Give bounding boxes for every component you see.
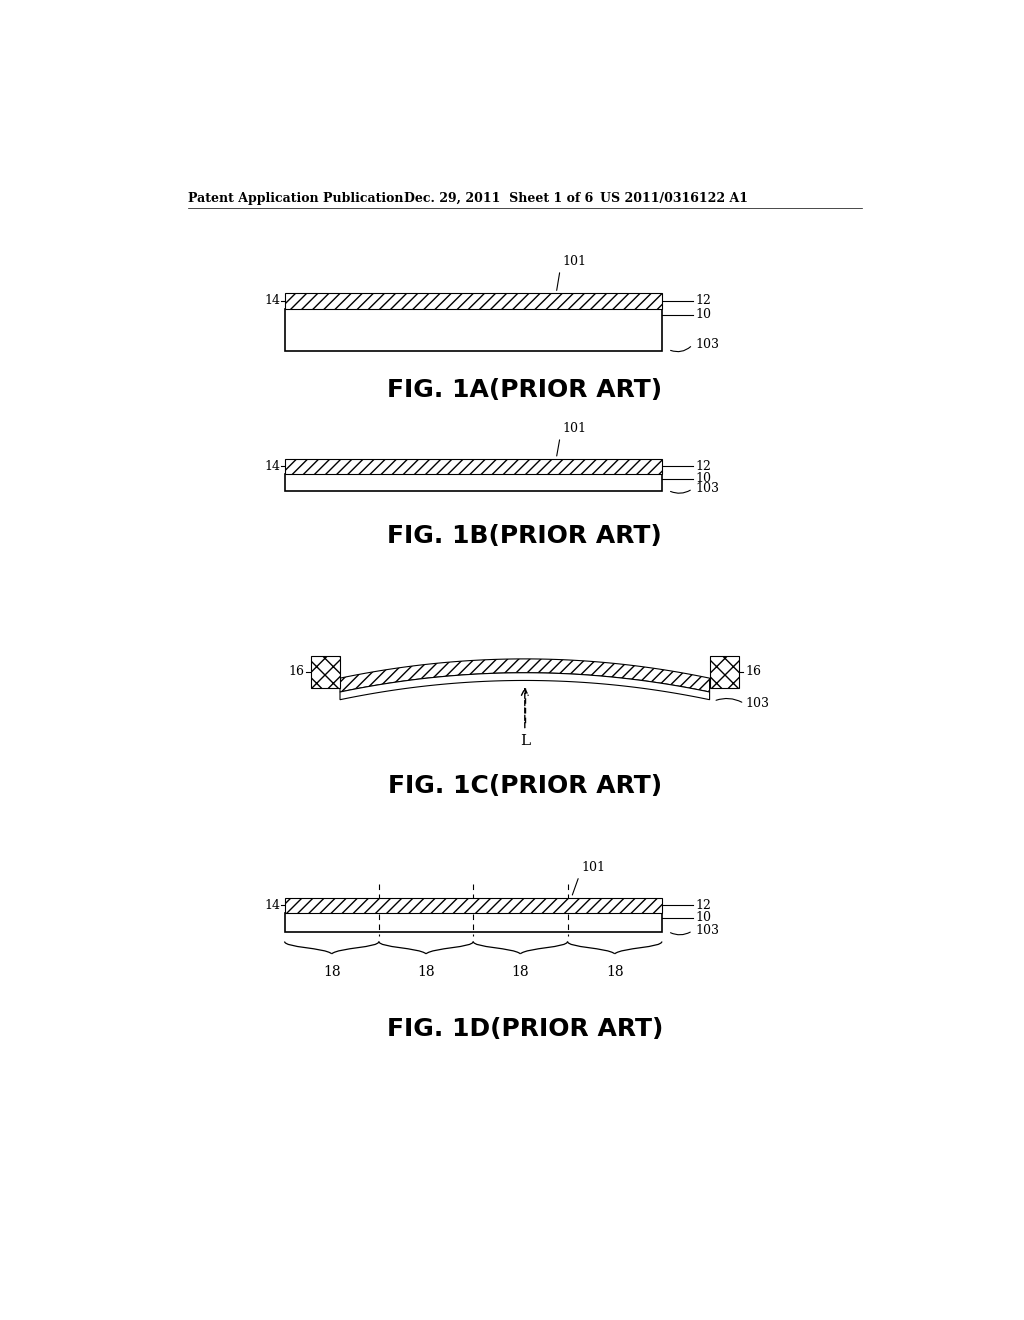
Bar bbox=[285, 913, 662, 932]
Text: 12: 12 bbox=[695, 294, 711, 308]
Text: 14: 14 bbox=[264, 899, 280, 912]
Text: 101: 101 bbox=[562, 422, 587, 434]
Bar bbox=[285, 293, 662, 309]
Text: US 2011/0316122 A1: US 2011/0316122 A1 bbox=[600, 191, 749, 205]
Text: 103: 103 bbox=[745, 697, 770, 710]
Text: 18: 18 bbox=[512, 965, 529, 978]
Text: 18: 18 bbox=[417, 965, 435, 978]
Text: FIG. 1C(PRIOR ART): FIG. 1C(PRIOR ART) bbox=[388, 775, 662, 799]
Text: Dec. 29, 2011  Sheet 1 of 6: Dec. 29, 2011 Sheet 1 of 6 bbox=[403, 191, 593, 205]
Text: 12: 12 bbox=[695, 459, 711, 473]
Polygon shape bbox=[340, 673, 710, 700]
Text: 18: 18 bbox=[606, 965, 624, 978]
Text: 16: 16 bbox=[289, 665, 304, 678]
Text: 14: 14 bbox=[264, 459, 280, 473]
Text: FIG. 1D(PRIOR ART): FIG. 1D(PRIOR ART) bbox=[387, 1016, 663, 1041]
Text: FIG. 1A(PRIOR ART): FIG. 1A(PRIOR ART) bbox=[387, 378, 663, 401]
Text: L: L bbox=[520, 734, 529, 748]
Text: 10: 10 bbox=[695, 308, 711, 321]
Text: 103: 103 bbox=[695, 924, 719, 937]
Text: 12: 12 bbox=[695, 899, 711, 912]
Bar bbox=[285, 474, 662, 491]
Text: 103: 103 bbox=[695, 338, 719, 351]
Text: 101: 101 bbox=[582, 861, 605, 874]
Text: 103: 103 bbox=[695, 482, 719, 495]
Text: 101: 101 bbox=[562, 255, 587, 268]
Bar bbox=[285, 898, 662, 913]
Text: 16: 16 bbox=[745, 665, 762, 678]
Text: 18: 18 bbox=[323, 965, 341, 978]
Text: 10: 10 bbox=[695, 473, 711, 486]
Text: Patent Application Publication: Patent Application Publication bbox=[188, 191, 403, 205]
Text: 14: 14 bbox=[264, 294, 280, 308]
Text: FIG. 1B(PRIOR ART): FIG. 1B(PRIOR ART) bbox=[387, 524, 663, 548]
Bar bbox=[310, 656, 340, 688]
Bar bbox=[285, 459, 662, 474]
Text: 10: 10 bbox=[695, 911, 711, 924]
Bar bbox=[710, 656, 739, 688]
Bar bbox=[285, 309, 662, 351]
Polygon shape bbox=[340, 659, 710, 692]
